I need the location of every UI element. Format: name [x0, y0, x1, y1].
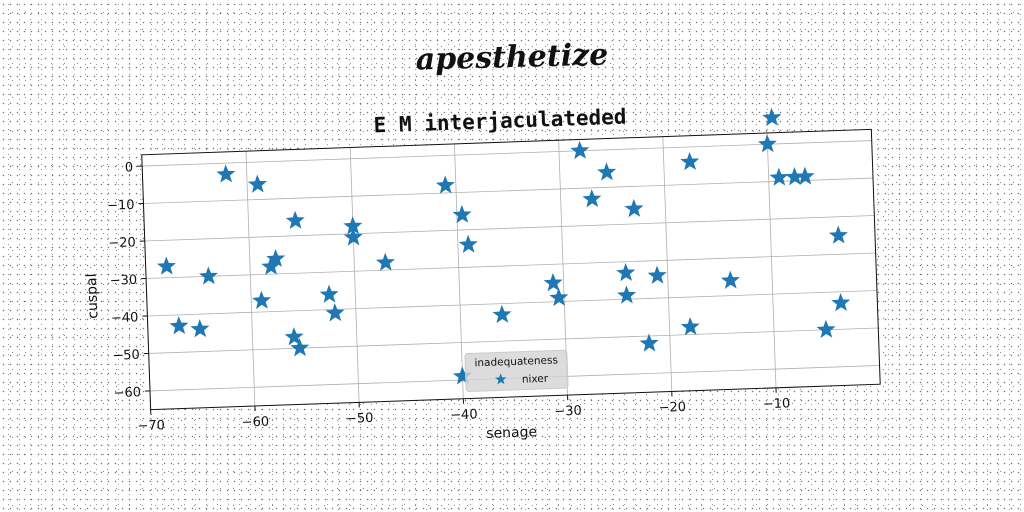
x-tick-label: −20 [658, 400, 686, 416]
x-axis-label: senage [486, 424, 537, 442]
y-gridline [143, 177, 874, 204]
x-gridline [454, 143, 464, 399]
y-gridline [148, 327, 879, 354]
data-point-star [624, 198, 644, 218]
y-tick-label: −40 [111, 310, 139, 326]
data-point-star [680, 151, 700, 171]
plot-area: −70 −60 −50 −40 −30 −20 −10 0 −10 −20 −30 −40 −50 −60… [84, 107, 881, 442]
data-point-star [285, 210, 305, 230]
data-point-star [769, 167, 789, 186]
y-gridline [142, 140, 872, 167]
y-tick-label: −60 [113, 385, 141, 401]
y-tick-label: −20 [108, 235, 136, 251]
x-tick-label: −10 [763, 396, 791, 412]
x-gridline [766, 132, 777, 388]
data-point-star [452, 204, 472, 224]
legend-marker-star [495, 373, 507, 385]
data-point-star [647, 265, 667, 284]
data-point-star [597, 162, 617, 181]
y-tick-label: −50 [112, 348, 140, 364]
data-point-star [319, 284, 339, 303]
data-point-star [616, 262, 636, 282]
y-gridline [144, 215, 875, 242]
data-point-star [543, 273, 563, 292]
data-point-star [762, 107, 782, 127]
x-tick-label: −30 [554, 404, 582, 420]
data-point-star [458, 234, 478, 254]
data-point-star [290, 338, 310, 357]
y-gridline [147, 290, 877, 317]
data-point-star [639, 333, 659, 352]
data-point-star [582, 189, 602, 208]
x-tick-label: −40 [450, 407, 478, 423]
data-point-star [375, 252, 395, 271]
data-point-star [549, 287, 569, 307]
x-tick-label: −70 [137, 418, 165, 434]
data-point-star [169, 316, 189, 335]
y-tick-label: −30 [109, 273, 137, 289]
data-point-star [435, 175, 455, 194]
data-point-star [785, 167, 805, 186]
data-point-star [343, 227, 363, 246]
y-gridline [146, 252, 876, 279]
data-point-star [492, 304, 512, 324]
data-point-star [570, 140, 590, 160]
y-axis-label: cuspal [84, 273, 102, 319]
data-point-star [198, 266, 219, 285]
x-tick-label: −50 [346, 411, 374, 427]
data-point-star [828, 225, 848, 244]
y-tick-label: −10 [107, 198, 135, 214]
plot-background [141, 129, 881, 410]
data-point-star [216, 164, 236, 183]
legend-title: inadequateness [474, 354, 558, 369]
data-point-star [757, 134, 777, 153]
y-tick-label: 0 [125, 160, 134, 175]
data-point-star [247, 174, 267, 193]
x-gridline [245, 151, 256, 407]
data-point-star [680, 317, 700, 336]
legend-label: nixer [522, 373, 549, 386]
data-point-star [325, 303, 345, 322]
x-gridline [662, 136, 673, 392]
chart-title: E M interjaculateded [373, 105, 627, 138]
legend-box [464, 349, 569, 393]
data-point-star [343, 216, 363, 235]
data-point-star [720, 270, 740, 289]
data-point-star [831, 293, 851, 312]
data-point-star [617, 285, 637, 304]
x-gridline [349, 147, 360, 403]
x-tick-label: −60 [241, 415, 269, 431]
data-point-star [795, 166, 815, 185]
data-point-star [190, 319, 210, 338]
data-point-star [252, 290, 272, 310]
data-point-star [266, 248, 286, 268]
data-point-star [156, 256, 176, 275]
plot-frame [141, 128, 881, 411]
data-point-star [816, 319, 836, 339]
